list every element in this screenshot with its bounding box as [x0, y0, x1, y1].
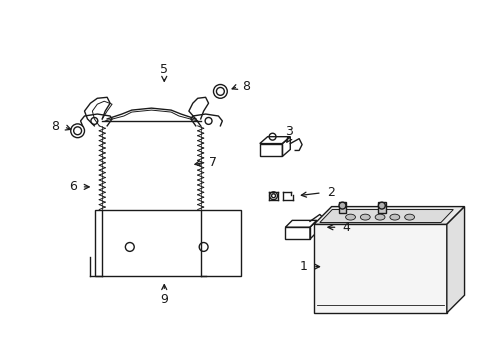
Text: 5: 5 [160, 63, 168, 76]
Bar [377, 202, 385, 213]
Ellipse shape [345, 214, 355, 220]
Text: 1: 1 [300, 260, 307, 273]
Ellipse shape [404, 214, 414, 220]
Text: 9: 9 [160, 293, 168, 306]
Polygon shape [319, 210, 452, 222]
Polygon shape [446, 207, 464, 313]
Text: 3: 3 [285, 125, 293, 138]
Ellipse shape [374, 214, 384, 220]
Polygon shape [313, 207, 464, 224]
Bar [95, 210, 241, 276]
Circle shape [338, 202, 345, 209]
Text: 8: 8 [242, 80, 249, 93]
Ellipse shape [389, 214, 399, 220]
Circle shape [378, 202, 385, 209]
Ellipse shape [360, 214, 369, 220]
Polygon shape [313, 224, 446, 313]
Bar [338, 202, 346, 213]
Text: 7: 7 [209, 156, 217, 169]
Text: 8: 8 [51, 120, 59, 133]
Text: 2: 2 [326, 186, 334, 199]
Text: 4: 4 [342, 221, 349, 234]
Text: 6: 6 [69, 180, 77, 193]
